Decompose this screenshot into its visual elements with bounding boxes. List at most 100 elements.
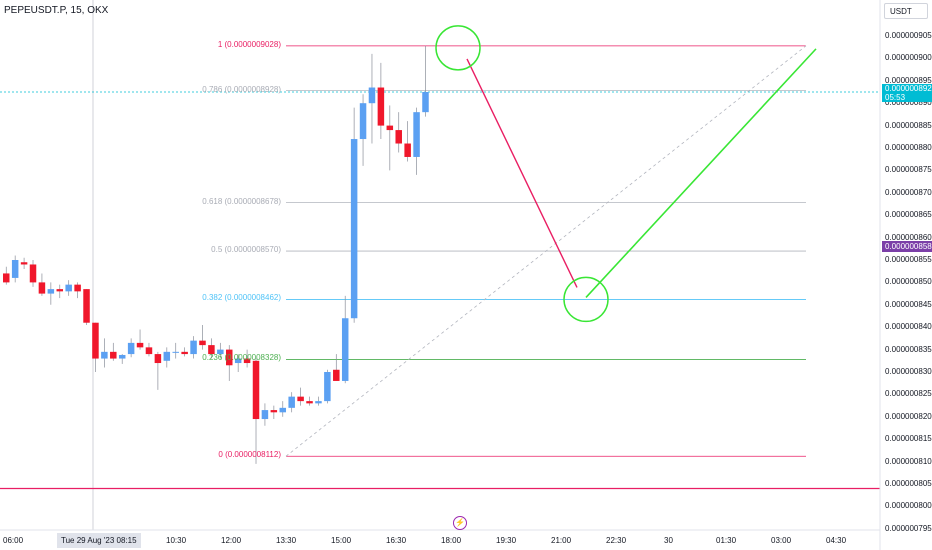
time-tick-label: 06:00	[3, 536, 24, 545]
candle-down	[270, 410, 278, 413]
price-tick-label: 0.0000008650	[885, 210, 932, 220]
price-tick-label: 0.0000008150	[885, 434, 932, 444]
price-tick-label: 0.0000007950	[885, 523, 932, 533]
candle-down	[208, 345, 215, 355]
candle-down	[145, 347, 153, 355]
candle-up	[324, 372, 331, 402]
candle-down	[404, 143, 411, 157]
price-tick-label: 0.0000008200	[885, 411, 932, 421]
time-tick-label: 01:30	[716, 536, 737, 545]
candle-up	[359, 103, 367, 140]
highlight-circle-target[interactable]	[563, 276, 609, 323]
candle-down	[38, 282, 46, 294]
price-tick-label: 0.0000008750	[885, 165, 932, 175]
fib-retracement[interactable]	[0, 45, 880, 490]
last-price-badge: 0.0000008925 05:53	[882, 84, 932, 102]
last-price-value: 0.0000008925	[885, 84, 932, 93]
grid	[0, 0, 880, 530]
time-tick-label: 21:00	[551, 536, 572, 545]
candle-up	[172, 351, 179, 353]
candle-up	[341, 318, 349, 381]
candle-up	[234, 358, 242, 364]
crosshair-time-label: Tue 29 Aug '23 08:15	[57, 533, 141, 548]
candle-up	[127, 342, 135, 355]
drawings[interactable]	[435, 25, 817, 323]
candle-down	[20, 262, 28, 265]
candle-up	[422, 92, 429, 113]
fib-level-label: 0.618 (0.0000008678)	[202, 196, 281, 206]
currency-button[interactable]: USDT	[884, 3, 928, 19]
crosshair-price-value: 0.0000008580	[885, 242, 932, 251]
price-tick-label: 0.0000008000	[885, 501, 932, 511]
candles	[3, 45, 429, 464]
candle-down	[252, 360, 260, 420]
candle-down	[395, 130, 402, 144]
candle-up	[118, 354, 126, 359]
candle-down	[306, 401, 313, 404]
candle-down	[386, 125, 394, 131]
candle-down	[181, 351, 188, 355]
time-tick-label: 22:30	[606, 536, 627, 545]
candle-up	[163, 351, 171, 361]
price-tick-label: 0.0000009050	[885, 31, 932, 40]
candle-up	[350, 139, 358, 319]
candle-up	[65, 284, 72, 292]
candle-up	[47, 289, 55, 294]
candle-up	[315, 401, 322, 404]
countdown-timer: 05:53	[885, 93, 906, 102]
price-tick-label: 0.0000008300	[885, 367, 932, 376]
fib-level-label: 0 (0.0000008112)	[218, 450, 281, 460]
candle-down	[74, 284, 81, 292]
crosshair-price-badge: 0.0000008580	[882, 241, 932, 252]
candle-down	[243, 358, 251, 364]
candle-down	[83, 289, 90, 323]
fib-level-label: 0.5 (0.0000008570)	[211, 245, 281, 255]
candle-down	[136, 342, 144, 348]
time-tick-label: 15:00	[331, 536, 352, 545]
price-tick-label: 0.0000008500	[885, 277, 932, 287]
candle-up	[261, 410, 269, 420]
time-tick-label: 16:30	[386, 536, 407, 545]
fib-level-label: 0.236 (0.0000008328)	[202, 353, 281, 363]
time-tick-label: 03:00	[771, 536, 792, 545]
candle-down	[199, 340, 206, 346]
time-tick-label: 19:30	[496, 536, 517, 545]
candle-down	[377, 87, 385, 126]
fib-trendline[interactable]	[285, 45, 807, 457]
fib-level-label: 1 (0.0000009028)	[217, 39, 281, 49]
symbol-header: PEPEUSDT.P, 15, OKX	[4, 5, 109, 16]
time-tick-label: 10:30	[166, 536, 187, 545]
candle-up	[279, 407, 287, 413]
candle-down	[29, 264, 37, 283]
candle-up	[11, 260, 19, 278]
price-tick-label: 0.0000008850	[885, 120, 932, 130]
time-tick-label: 04:30	[826, 536, 847, 545]
candle-down	[3, 273, 10, 283]
projection-line-down[interactable]	[466, 58, 578, 288]
time-tick-label: 13:30	[276, 536, 297, 545]
candle-up	[190, 340, 197, 355]
time-tick-label: 12:00	[221, 536, 242, 545]
highlight-circle-top[interactable]	[435, 25, 481, 71]
candle-up	[368, 87, 376, 104]
candle-down	[154, 354, 162, 364]
price-tick-label: 0.0000008100	[885, 456, 932, 466]
price-tick-label: 0.0000008450	[885, 299, 932, 309]
fib-level-label: 0.786 (0.0000008928)	[202, 84, 281, 94]
price-tick-label: 0.0000008050	[885, 479, 932, 488]
candle-down	[226, 349, 233, 366]
candle-down	[56, 289, 64, 292]
flash-icon[interactable]: ⚡	[453, 516, 467, 530]
fib-level-label: 0.382 (0.0000008462)	[202, 293, 281, 303]
price-tick-label: 0.0000008400	[885, 322, 932, 332]
price-tick-label: 0.0000008800	[885, 143, 932, 152]
candle-down	[297, 396, 304, 402]
price-tick-label: 0.0000008550	[885, 255, 932, 264]
candle-up	[101, 351, 108, 359]
candle-down	[92, 322, 99, 359]
time-tick-label: 18:00	[441, 536, 462, 545]
projection-line-up[interactable]	[585, 48, 817, 298]
candle-up	[413, 112, 420, 157]
price-tick-label: 0.0000008900	[885, 98, 932, 108]
